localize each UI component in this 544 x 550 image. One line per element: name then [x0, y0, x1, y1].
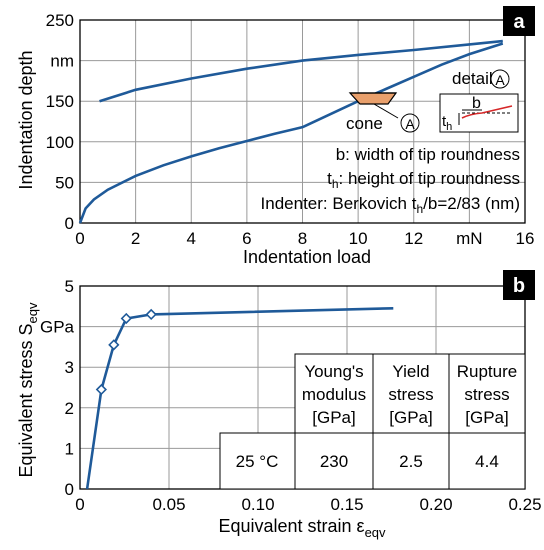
detail-circle-label: A	[495, 72, 505, 88]
panel-a-y-tick-label: nm	[50, 52, 74, 71]
panel-b-series	[85, 307, 394, 490]
panel-b-data-point-marker	[108, 339, 120, 351]
panel-a: 0 2 4 6 8 10 12 mN 16 0 50 100 150 nm 250 a cone A det…	[16, 6, 535, 267]
panel-a-x-tick-label: 16	[516, 229, 535, 248]
panel-a-label-box	[503, 6, 535, 36]
panel-a-x-tick-label: 0	[75, 229, 84, 248]
panel-a-x-tick-label: 2	[131, 229, 140, 248]
panel-a-label: a	[513, 11, 525, 33]
annotation-th: th: height of tip roundness	[327, 169, 520, 191]
properties-table: Young's modulus [GPa] Yield stress [GPa]…	[219, 353, 526, 490]
circle-a-marker	[400, 113, 420, 133]
cone-inset: cone A	[346, 92, 420, 133]
panel-b-x-tick-label: 0.05	[152, 495, 185, 514]
table-header-text: stress	[388, 385, 433, 404]
table-value-temperature: 25 °C	[236, 452, 279, 471]
panel-b-y-tick-label: 1	[65, 439, 74, 458]
panel-b-data-point-marker	[145, 308, 157, 321]
panel-b-x-axis-title: Equivalent strain εeqv	[218, 516, 386, 540]
panel-a-series-line-2	[99, 39, 503, 103]
panel-a-y-tick-label: 50	[55, 173, 74, 192]
panel-b-y-tick-label: 0	[65, 480, 74, 499]
panel-b-label-box	[503, 270, 535, 300]
panel-b-tick-labels: 0 0.05 0.10 0.15 0.20 0.25 0 1 2 3 GPa 5	[40, 277, 542, 514]
panel-a-y-tick-label: 150	[46, 92, 74, 111]
panel-a-x-tick-label: 4	[187, 229, 196, 248]
table-header-text: modulus	[302, 385, 366, 404]
table-cell	[294, 432, 374, 490]
cone-label: cone	[346, 114, 383, 133]
circle-a-label: A	[405, 116, 415, 132]
panel-a-y-tick-label: 0	[65, 214, 74, 233]
detail-label: detail	[452, 69, 493, 88]
detail-inset: detail A b th	[439, 69, 519, 133]
table-header-text: Yield	[392, 362, 429, 381]
panel-b: 0 0.05 0.10 0.15 0.20 0.25 0 1 2 3 GPa 5 Young's mo…	[16, 270, 542, 540]
table-value-rupture-stress: 4.4	[475, 452, 499, 471]
table-value-youngs-modulus: 230	[320, 452, 348, 471]
panel-b-series-line-1	[85, 307, 394, 490]
panel-b-y-tick-label: 2	[65, 399, 74, 418]
annotation-b: b: width of tip roundness	[336, 145, 520, 164]
panel-a-series	[78, 39, 504, 224]
panel-b-label: b	[513, 275, 525, 297]
table-header-cell	[372, 353, 450, 434]
panel-b-data-point-marker	[95, 383, 107, 396]
panel-b-x-tick-label: 0.20	[419, 495, 452, 514]
detail-b-label: b	[472, 95, 481, 112]
panel-a-frame	[79, 19, 526, 224]
panel-b-y-tick-label: GPa	[40, 318, 75, 337]
table-cell	[219, 432, 296, 490]
panel-a-x-axis-title: Indentation load	[243, 247, 371, 267]
panel-b-data-point-marker	[120, 312, 132, 325]
panel-a-y-tick-label: 100	[46, 133, 74, 152]
panel-a-series-line-1	[78, 42, 504, 224]
panel-b-y-tick-label: 5	[65, 277, 74, 296]
panel-a-tick-labels: 0 2 4 6 8 10 12 mN 16 0 50 100 150 nm 250	[46, 11, 535, 248]
panel-a-x-tick-label: 10	[349, 229, 368, 248]
annotation-indenter: Indenter: Berkovich th/b=2/83 (nm)	[261, 194, 520, 216]
table-header-cell	[294, 353, 374, 434]
table-header-text: [GPa]	[465, 408, 508, 427]
panel-b-x-tick-label: 0.15	[330, 495, 363, 514]
table-header-text: Young's	[304, 362, 363, 381]
panel-b-x-tick-label: 0.10	[241, 495, 274, 514]
table-header-text: [GPa]	[312, 408, 355, 427]
table-header-cell	[448, 353, 526, 434]
panel-a-y-tick-label: 250	[46, 11, 74, 30]
table-header-text: stress	[464, 385, 509, 404]
panel-b-y-axis-title: Equivalent stress Seqv	[16, 302, 40, 478]
panel-b-x-tick-label: 0	[75, 495, 84, 514]
panel-a-y-axis-title: Indentation depth	[16, 50, 36, 189]
detail-tip-profile	[461, 105, 513, 119]
detail-th-label: th	[442, 113, 452, 133]
table-cell	[448, 432, 526, 490]
panel-a-x-tick-label: 8	[298, 229, 307, 248]
table-cell	[372, 432, 450, 490]
panel-a-x-tick-label: 12	[404, 229, 423, 248]
table-header-text: Rupture	[457, 362, 517, 381]
detail-circle-marker	[490, 69, 510, 89]
table-value-yield-stress: 2.5	[399, 452, 423, 471]
panel-a-x-tick-label: mN	[456, 229, 482, 248]
table-header-text: [GPa]	[389, 408, 432, 427]
panel-a-x-tick-label: 6	[242, 229, 251, 248]
panel-b-x-tick-label: 0.25	[508, 495, 541, 514]
cone-leader-line	[373, 103, 399, 119]
panel-b-y-tick-label: 3	[65, 358, 74, 377]
